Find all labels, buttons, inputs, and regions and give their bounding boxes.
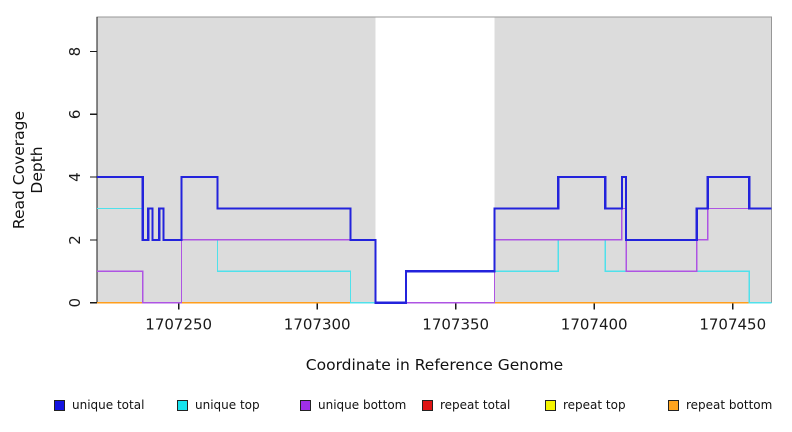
legend-label: unique bottom <box>318 398 407 412</box>
y-tick-label: 4 <box>66 172 84 182</box>
y-tick-label: 6 <box>66 110 84 120</box>
legend-label: repeat total <box>440 398 511 412</box>
y-tick-label: 0 <box>66 298 84 308</box>
x-tick-label: 1707350 <box>422 316 489 334</box>
legend-item-repeat-top: repeat top <box>545 398 626 412</box>
legend-item-unique-top: unique top <box>177 398 260 412</box>
legend-swatch-icon <box>668 399 679 411</box>
series-line-unique-bottom <box>97 207 772 304</box>
y-tick-label: 2 <box>66 235 84 245</box>
legend-swatch-icon <box>422 399 433 411</box>
legend-item-repeat-bottom: repeat bottom <box>668 398 772 412</box>
series-line-unique-total <box>97 176 772 304</box>
x-tick-label: 1707300 <box>284 316 351 334</box>
legend: unique total unique top unique bottom repea… <box>0 398 792 418</box>
legend-item-repeat-total: repeat total <box>422 398 510 412</box>
x-tick-label: 1707250 <box>145 316 212 334</box>
x-axis-title: Coordinate in Reference Genome <box>305 356 564 374</box>
shaded-region <box>97 17 376 303</box>
legend-swatch-icon <box>545 399 556 411</box>
legend-label: repeat top <box>563 398 626 412</box>
y-tick-label: 8 <box>66 47 84 57</box>
legend-label: unique top <box>195 398 260 412</box>
shaded-region <box>494 17 772 303</box>
x-tick-label: 1707450 <box>699 316 766 334</box>
legend-item-unique-total: unique total <box>54 398 144 412</box>
y-axis-title: Read Coverage Depth <box>10 110 46 230</box>
legend-swatch-icon <box>54 399 65 411</box>
legend-item-unique-bottom: unique bottom <box>300 398 406 412</box>
legend-label: repeat bottom <box>686 398 773 412</box>
x-tick-label: 1707400 <box>561 316 628 334</box>
legend-swatch-icon <box>300 399 311 411</box>
legend-label: unique total <box>72 398 145 412</box>
legend-swatch-icon <box>177 399 188 411</box>
